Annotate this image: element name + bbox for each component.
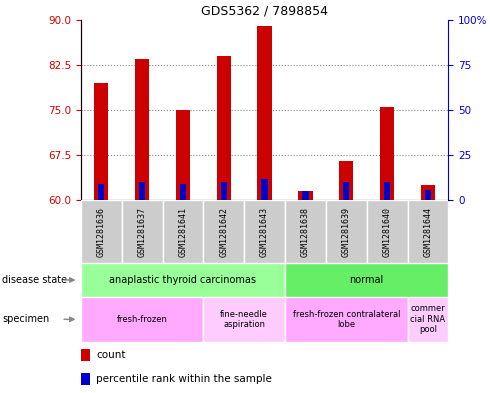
Text: GSM1281643: GSM1281643 xyxy=(260,207,269,257)
Bar xyxy=(421,185,435,200)
Text: fresh-frozen contralateral
lobe: fresh-frozen contralateral lobe xyxy=(293,310,400,329)
Bar xyxy=(302,191,309,200)
Text: GSM1281640: GSM1281640 xyxy=(383,207,392,257)
Text: GSM1281641: GSM1281641 xyxy=(178,207,188,257)
Text: GSM1281638: GSM1281638 xyxy=(301,207,310,257)
Bar xyxy=(408,297,448,342)
Bar xyxy=(380,107,394,200)
Bar xyxy=(285,200,326,263)
Bar xyxy=(81,200,122,263)
Text: GSM1281644: GSM1281644 xyxy=(423,207,433,257)
Bar xyxy=(163,200,203,263)
Bar xyxy=(244,200,285,263)
Bar xyxy=(180,184,186,200)
Bar xyxy=(408,200,448,263)
Bar xyxy=(135,59,149,200)
Bar xyxy=(98,184,104,200)
Bar xyxy=(261,179,268,200)
Text: fine-needle
aspiration: fine-needle aspiration xyxy=(220,310,268,329)
Text: GSM1281639: GSM1281639 xyxy=(342,207,351,257)
Bar xyxy=(257,26,272,200)
Text: specimen: specimen xyxy=(2,314,49,324)
Bar xyxy=(94,83,108,200)
Text: disease state: disease state xyxy=(2,275,68,285)
Text: commer
cial RNA
pool: commer cial RNA pool xyxy=(410,305,445,334)
Text: GSM1281637: GSM1281637 xyxy=(138,207,147,257)
Bar xyxy=(139,182,146,200)
Bar xyxy=(326,200,367,263)
Bar xyxy=(81,373,90,385)
Bar xyxy=(176,110,190,200)
Bar xyxy=(384,182,391,200)
Bar xyxy=(298,191,313,200)
Bar xyxy=(81,263,285,297)
Bar xyxy=(81,349,90,361)
Bar xyxy=(81,297,203,342)
Bar xyxy=(217,56,231,200)
Text: anaplastic thyroid carcinomas: anaplastic thyroid carcinomas xyxy=(109,275,256,285)
Text: GSM1281642: GSM1281642 xyxy=(219,207,228,257)
Text: percentile rank within the sample: percentile rank within the sample xyxy=(96,374,272,384)
Text: GSM1281636: GSM1281636 xyxy=(97,207,106,257)
Text: normal: normal xyxy=(349,275,384,285)
Text: fresh-frozen: fresh-frozen xyxy=(117,315,168,324)
Bar xyxy=(367,200,408,263)
Bar xyxy=(343,182,349,200)
Bar xyxy=(203,297,285,342)
Bar xyxy=(122,200,163,263)
Bar xyxy=(425,189,431,200)
Bar xyxy=(285,297,408,342)
Title: GDS5362 / 7898854: GDS5362 / 7898854 xyxy=(201,4,328,17)
Bar xyxy=(203,200,244,263)
Bar xyxy=(285,263,448,297)
Text: count: count xyxy=(96,350,126,360)
Bar xyxy=(220,182,227,200)
Bar xyxy=(339,161,353,200)
